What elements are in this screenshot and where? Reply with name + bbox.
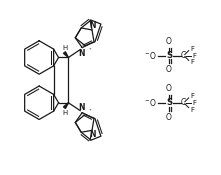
- Text: $^-$O: $^-$O: [143, 97, 157, 108]
- Text: F: F: [193, 52, 197, 58]
- Text: F: F: [193, 100, 197, 106]
- Text: F: F: [191, 107, 195, 113]
- Text: $^-$O: $^-$O: [143, 50, 157, 61]
- Text: S: S: [166, 51, 172, 60]
- Text: N: N: [89, 130, 95, 139]
- Polygon shape: [63, 52, 69, 57]
- Text: C: C: [180, 51, 185, 60]
- Text: $^+$: $^+$: [88, 47, 93, 52]
- Text: H: H: [63, 110, 68, 116]
- Text: F: F: [191, 93, 195, 99]
- Text: F: F: [191, 46, 195, 52]
- Text: N: N: [78, 49, 84, 58]
- Text: F: F: [191, 59, 195, 65]
- Text: O: O: [166, 37, 172, 46]
- Text: C: C: [180, 98, 185, 107]
- Text: N: N: [89, 21, 95, 30]
- Text: H: H: [63, 45, 68, 51]
- Text: O: O: [166, 113, 172, 122]
- Text: N: N: [78, 103, 84, 112]
- Polygon shape: [63, 103, 69, 108]
- Text: O: O: [166, 84, 172, 93]
- Text: O: O: [166, 65, 172, 74]
- Text: S: S: [166, 98, 172, 107]
- Text: $^+$: $^+$: [88, 108, 93, 114]
